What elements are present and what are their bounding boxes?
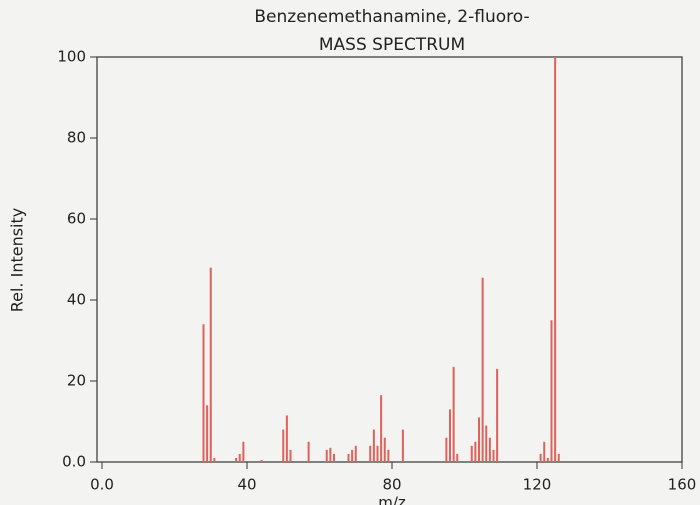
plot-frame [96, 56, 683, 463]
chart-subtitle: MASS SPECTRUM [319, 35, 465, 55]
y-axis-label: Rel. Intensity [8, 208, 27, 313]
y-tick-label: 100 [57, 48, 86, 66]
x-tick-label: 40 [237, 476, 256, 494]
y-tick-label: 60 [67, 210, 86, 228]
y-tick-label: 20 [67, 372, 86, 390]
x-tick-label: 120 [523, 476, 552, 494]
x-axis-label: m/z [378, 494, 406, 505]
x-tick-label: 0.0 [90, 476, 114, 494]
chart-title: Benzenemethanamine, 2-fluoro- [254, 7, 529, 27]
y-tick-label: 80 [67, 129, 86, 147]
y-tick-label: 0.0 [62, 453, 86, 471]
x-tick-label: 160 [668, 476, 697, 494]
y-tick-label: 40 [67, 291, 86, 309]
x-tick-label: 80 [382, 476, 401, 494]
